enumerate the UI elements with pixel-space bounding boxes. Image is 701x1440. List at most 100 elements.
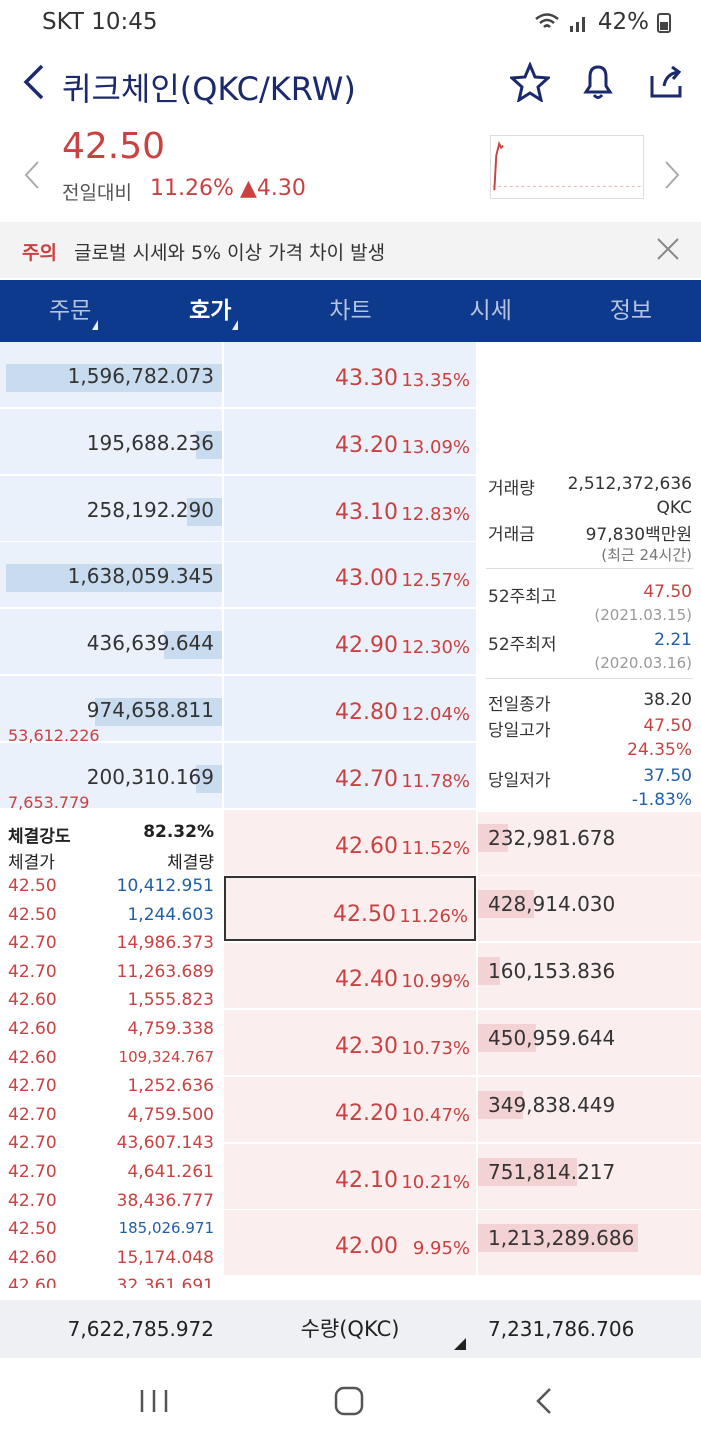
- bid-price-cell[interactable]: 42.50 11.26%: [224, 876, 476, 941]
- tab-1[interactable]: 호가: [140, 280, 280, 342]
- bid-pct: 10.99%: [401, 971, 470, 992]
- back-nav-icon[interactable]: [528, 1386, 564, 1416]
- ask-qty-cell[interactable]: 436,639.644: [0, 609, 222, 674]
- bid-qty-cell[interactable]: 751,814.217: [478, 1144, 701, 1209]
- chevron-right-icon[interactable]: [662, 160, 682, 190]
- bid-depth-bar: [478, 1158, 577, 1186]
- coin-title[interactable]: 퀴크체인(QKC/KRW): [62, 70, 356, 108]
- ask-price-cell[interactable]: 42.90 12.30%: [224, 609, 476, 674]
- battery-level: 42%: [597, 9, 649, 35]
- share-icon[interactable]: [646, 62, 686, 102]
- order-book-footer: 7,622,785.972 수량(QKC) 7,231,786.706: [0, 1300, 701, 1358]
- back-arrow-icon[interactable]: [20, 62, 50, 102]
- tick-row: 42.70 38,436.777: [0, 1191, 222, 1219]
- bid-pct: 10.21%: [401, 1172, 470, 1193]
- low52-date: (2020.03.16): [594, 654, 692, 672]
- bid-qty-cell[interactable]: 349,838.449: [478, 1077, 701, 1142]
- ask-price-cell[interactable]: 43.30 13.35%: [224, 342, 476, 407]
- ask-price-cell[interactable]: 43.10 12.83%: [224, 476, 476, 541]
- ask-qty: 258,192.290: [86, 498, 214, 522]
- ask-qty: 195,688.236: [86, 431, 214, 455]
- tick-price-header: 체결가: [8, 853, 55, 873]
- bid-depth-bar: [478, 824, 508, 852]
- tab-2[interactable]: 차트: [329, 298, 372, 324]
- unit-dropdown-icon: [454, 1338, 466, 1350]
- ask-price-cell[interactable]: 43.20 13.09%: [224, 409, 476, 474]
- ask-depth-bar: [196, 765, 222, 793]
- tab-dropdown-icon: [232, 320, 239, 330]
- ask-pct: 12.83%: [401, 504, 470, 525]
- bid-qty: 751,814.217: [488, 1160, 616, 1184]
- ask-qty: 436,639.644: [86, 631, 214, 655]
- bid-price-cell[interactable]: 42.10 10.21%: [224, 1144, 476, 1209]
- bid-pct: 11.26%: [399, 906, 468, 927]
- ask-my-order: 53,612.226: [8, 726, 100, 745]
- bell-icon[interactable]: [578, 62, 618, 102]
- close-icon[interactable]: [655, 236, 681, 262]
- bid-pct: 10.73%: [401, 1038, 470, 1059]
- ask-price-cell[interactable]: 42.80 12.04%: [224, 676, 476, 741]
- ask-depth-bar: [95, 698, 222, 726]
- tick-row: 42.70 1,252.636: [0, 1076, 222, 1104]
- tick-row: 42.70 43,607.143: [0, 1133, 222, 1161]
- tick-qty: 4,759.338: [127, 1019, 214, 1039]
- bid-depth-bar: [478, 1091, 523, 1119]
- strength-label: 체결강도: [8, 827, 71, 847]
- ask-price-cell[interactable]: 42.70 11.78%: [224, 743, 476, 808]
- tick-row: 42.50 1,244.603: [0, 905, 222, 933]
- tick-row: 42.60 4,759.338: [0, 1019, 222, 1047]
- ask-qty-cell[interactable]: 258,192.290: [0, 476, 222, 541]
- ask-depth-bar: [187, 498, 222, 526]
- bid-qty-cell[interactable]: 1,213,289.686: [478, 1210, 701, 1275]
- tick-price: 42.60: [8, 1047, 57, 1068]
- ask-qty-cell[interactable]: 200,310.169 7,653.779: [0, 743, 222, 812]
- bid-price-cell[interactable]: 42.20 10.47%: [224, 1077, 476, 1142]
- status-bar: SKT 10:45 42%: [0, 0, 701, 44]
- bid-qty-cell[interactable]: 232,981.678: [478, 810, 701, 875]
- recent-apps-icon[interactable]: [136, 1386, 172, 1416]
- bid-qty-cell[interactable]: 450,959.644: [478, 1010, 701, 1075]
- tab-3[interactable]: 시세: [469, 298, 512, 324]
- ask-qty-cell[interactable]: 1,638,059.345: [0, 542, 222, 607]
- recent-24h: (최근 24시간): [601, 546, 692, 564]
- tick-qty: 1,252.636: [127, 1076, 214, 1097]
- tick-price: 42.70: [8, 1162, 57, 1182]
- tick-row: 42.50 10,412.951: [0, 876, 222, 904]
- daylow-value: 37.50: [643, 766, 692, 786]
- ask-qty-cell[interactable]: 1,596,782.073: [0, 342, 222, 407]
- bid-price-cell[interactable]: 42.40 10.99%: [224, 943, 476, 1008]
- tab-4[interactable]: 정보: [609, 298, 653, 324]
- volume-value: 2,512,372,636: [567, 474, 692, 494]
- home-icon[interactable]: [331, 1386, 367, 1416]
- high52-label: 52주최고: [488, 587, 557, 607]
- ask-total: 7,622,785.972: [67, 1317, 214, 1341]
- bid-qty-cell[interactable]: 428,914.030: [478, 876, 701, 941]
- ask-price-cell[interactable]: 43.00 12.57%: [224, 542, 476, 607]
- low52-value: 2.21: [654, 630, 692, 650]
- bid-price-cell[interactable]: 42.30 10.73%: [224, 1010, 476, 1075]
- tick-price: 42.50: [8, 876, 57, 896]
- tick-qty: 1,555.823: [127, 990, 214, 1011]
- tick-qty: 109,324.767: [118, 1047, 214, 1066]
- bid-price-cell[interactable]: 42.60 11.52%: [224, 810, 476, 875]
- change-amount: ▲4.30: [240, 176, 306, 201]
- ask-pct: 12.30%: [401, 637, 470, 658]
- ask-price: 43.20: [335, 433, 398, 458]
- ask-qty-cell[interactable]: 195,688.236: [0, 409, 222, 474]
- bid-price: 42.00: [335, 1234, 398, 1259]
- ask-qty-cell[interactable]: 974,658.811 53,612.226: [0, 676, 222, 745]
- unit-selector[interactable]: 수량(QKC): [224, 1300, 476, 1358]
- bid-qty-cell[interactable]: 160,153.836: [478, 943, 701, 1008]
- ask-price: 43.00: [335, 566, 398, 591]
- tick-qty: 15,174.048: [116, 1247, 214, 1268]
- star-icon[interactable]: [510, 62, 550, 102]
- bid-price-cell[interactable]: 42.00 9.95%: [224, 1210, 476, 1275]
- tick-row: 42.70 4,759.500: [0, 1105, 222, 1133]
- tab-0[interactable]: 주문: [0, 280, 140, 342]
- tab-dropdown-icon: [92, 320, 98, 330]
- change-rate: 11.26%: [150, 176, 234, 201]
- bid-qty: 428,914.030: [488, 892, 616, 916]
- system-nav-bar: [0, 1360, 701, 1440]
- chevron-left-icon[interactable]: [22, 160, 42, 190]
- mini-chart[interactable]: [490, 135, 644, 199]
